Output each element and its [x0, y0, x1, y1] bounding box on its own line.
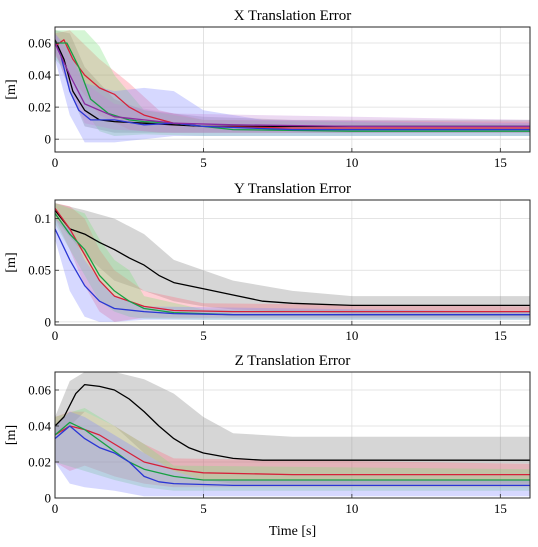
- panel-3-axes-box: [54, 371, 531, 499]
- panel-1-x-tick-label-3: 15: [494, 155, 507, 170]
- panel-2-series-1-line: [55, 209, 530, 307]
- panel-3-series-4-band: [55, 411, 530, 497]
- panel-1-x-tick-label-1: 5: [200, 155, 207, 170]
- panel-1-y-tick-label-1: 0.02: [28, 100, 51, 115]
- panel-1-series-2-line: [55, 39, 530, 129]
- panel-3-y-tick-label-0: 0: [45, 491, 52, 506]
- panel-3-y-tick-label-1: 0.02: [28, 455, 51, 470]
- panel-1-title: X Translation Error: [234, 8, 352, 24]
- panel-2-y-tick-label-1: 0.05: [28, 263, 51, 278]
- panel-3-series-2-line: [55, 425, 530, 476]
- panel-2-x-tick-label-3: 15: [494, 328, 507, 343]
- panel-2-title: Y Translation Error: [234, 181, 351, 197]
- panel-1-series-3-band: [55, 30, 530, 137]
- panel-2-x-tick-label-1: 5: [200, 328, 207, 343]
- panel-3-series-4-line: [55, 425, 530, 487]
- panel-3-series-3-band: [55, 408, 530, 491]
- panel-2-axes-box: [54, 199, 531, 326]
- panel-2-y-tick-label-2: 0.1: [35, 211, 51, 226]
- panel-1-series-3-line: [55, 42, 530, 132]
- panel-3-series-1-line: [55, 383, 530, 461]
- panel-3-y-tick-label-2: 0.04: [28, 419, 51, 434]
- panel-1-x-tick-label-2: 10: [345, 155, 358, 170]
- panel-2-series-group: [55, 203, 530, 322]
- panel-1-y-tick-label-2: 0.04: [28, 68, 51, 83]
- panel-2-series-4-line: [55, 228, 530, 316]
- panel-2-series-1-band: [55, 203, 530, 314]
- panel-2-x-tick-label-0: 0: [52, 328, 59, 343]
- panel-1-series-1-band: [55, 30, 530, 133]
- panel-3-y-axis-label: [m]: [4, 425, 19, 445]
- panel-1-series-2-band: [55, 30, 530, 133]
- panel-3-x-tick-label-2: 10: [345, 501, 358, 516]
- panel-2-y-tick-label-0: 0: [45, 314, 52, 329]
- panel-2-x-tick-label-2: 10: [345, 328, 358, 343]
- panel-1-series-5-line: [55, 42, 530, 128]
- panel-1-series-4-band: [55, 33, 530, 143]
- panel-1-x-tick-label-0: 0: [52, 155, 59, 170]
- panel-3-series-1-band: [55, 372, 530, 484]
- panel-2-series-2-band: [55, 203, 530, 322]
- panel-1-y-tick-label-0: 0: [45, 132, 52, 147]
- panel-1: 0 5 10 15 0 0.02 0.04 0.06 X Translation Error [m…: [4, 8, 531, 170]
- panel-3-plot-area: [55, 372, 530, 498]
- panel-3: 0 5 10 15 0 0.02 0.04 0.06 Z Translation Error [m…: [4, 353, 531, 539]
- panel-2-y-axis-label: [m]: [4, 252, 19, 272]
- panel-1-series-4-line: [55, 42, 530, 131]
- panel-1-y-tick-label-3: 0.06: [28, 36, 51, 51]
- panel-1-y-axis-label: [m]: [4, 79, 19, 99]
- panel-3-title: Z Translation Error: [235, 353, 351, 369]
- panel-3-series-group: [55, 372, 530, 497]
- panel-2: 0 5 10 15 0 0.05 0.1 Y Translation Error [m]: [4, 181, 531, 343]
- panel-3-series-2-band: [55, 411, 530, 488]
- panel-3-x-tick-label-3: 15: [494, 501, 507, 516]
- panel-3-x-tick-label-1: 5: [200, 501, 207, 516]
- panel-3-x-axis-label: Time [s]: [269, 524, 316, 539]
- panel-3-x-tick-label-0: 0: [52, 501, 59, 516]
- panel-3-y-tick-label-3: 0.06: [28, 383, 51, 398]
- panel-1-axes-box: [54, 26, 531, 153]
- panel-1-series-group: [55, 30, 530, 143]
- panel-1-series-5-band: [55, 33, 530, 133]
